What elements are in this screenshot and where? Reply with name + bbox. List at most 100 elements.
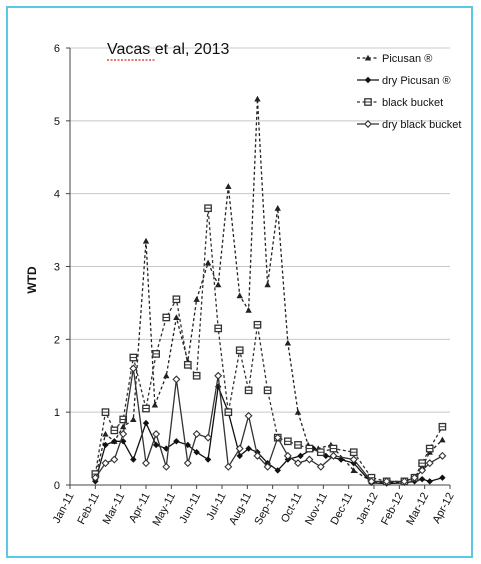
data-point [439,436,446,443]
series-group [91,95,447,487]
data-point [236,452,243,460]
data-point [274,205,281,211]
x-tick-label: Oct-11 [279,491,305,525]
x-tick-label: Jun-11 [177,491,203,526]
x-tick-label: Apr-11 [127,491,153,525]
data-point [119,430,128,438]
data-point [152,441,160,449]
data-point [120,423,127,430]
data-point [130,456,137,463]
data-point [425,459,434,468]
data-point [245,445,252,452]
data-point [418,475,426,483]
data-point [245,307,252,313]
y-tick-label: 1 [54,407,60,419]
data-point [215,281,222,288]
data-point [204,259,212,266]
data-point [142,419,150,427]
data-point [305,455,314,464]
data-point [410,473,419,482]
data-point [110,455,119,464]
legend-label: Picusan ® [382,53,432,65]
legend: Picusan ® dry Picusan ® black bucket dry bl… [357,53,461,131]
data-point [152,430,161,438]
legend-marker [364,54,372,61]
data-point [192,430,201,438]
data-point [204,456,212,463]
x-tick-label: Sep-11 [252,491,279,527]
y-tick-label: 2 [54,334,60,346]
data-point [426,478,433,485]
data-point [193,296,200,302]
data-point [329,451,338,460]
x-tick-label: Dec-11 [328,491,355,527]
data-point [349,455,358,464]
data-point [183,459,192,468]
data-point [297,452,304,460]
data-point [224,462,233,471]
y-tick-labels: 0 1 2 3 4 5 6 [54,43,60,492]
data-point [102,441,109,449]
data-point [274,467,281,474]
data-point [264,281,271,288]
series-4 [91,364,447,486]
x-tick-label: Mar-12 [404,491,431,527]
data-point [130,416,137,423]
data-point [438,451,447,460]
x-tick-label: Apr-12 [431,491,457,526]
data-point [163,372,170,379]
y-tick-label: 4 [54,189,60,201]
data-point [173,314,180,321]
x-tick-label: Mar-11 [101,491,128,527]
data-point [101,459,110,468]
data-point [284,339,292,346]
y-tick-label: 0 [54,480,60,492]
data-point [102,430,109,437]
x-tick-label: Jul-11 [204,491,228,522]
citation-annotation: Vacas et al, 2013 [107,41,230,58]
data-point [91,473,100,482]
x-tick-label: Feb-11 [75,491,102,527]
data-point [236,292,243,299]
data-point [316,462,325,471]
data-point [151,401,159,408]
data-point [184,441,191,449]
data-point [142,237,150,244]
data-point [254,95,261,102]
data-point [193,449,200,456]
x-tick-label: Nov-11 [303,491,330,527]
data-point [294,408,302,415]
series-line [94,98,443,484]
data-point [173,438,180,445]
legend-label: black bucket [382,97,443,109]
data-point [439,474,446,481]
y-axis-label: WTD [25,266,39,294]
x-tick-label: May-11 [151,491,178,528]
legend-label: dry black bucket [382,119,461,131]
data-point [129,364,138,373]
data-point [142,459,150,468]
data-point [263,462,272,471]
data-point [162,462,171,471]
data-point [294,459,302,468]
series-line [94,208,443,483]
y-tick-label: 6 [54,43,60,55]
legend-marker [364,120,372,128]
data-point [367,477,376,486]
x-tick-label: Feb-12 [379,491,406,527]
data-point [418,466,427,475]
y-tick-label: 3 [54,262,60,274]
data-point [235,444,244,453]
legend-label: dry Picusan ® [382,75,451,87]
data-point [350,467,357,473]
data-point [214,371,223,380]
data-point [172,375,181,384]
gridlines [70,47,450,413]
data-point [225,183,232,189]
data-point [253,451,262,460]
data-point [244,411,253,420]
data-point [204,433,213,442]
x-tick-label: Jan-12 [354,491,380,526]
data-point [111,438,118,445]
